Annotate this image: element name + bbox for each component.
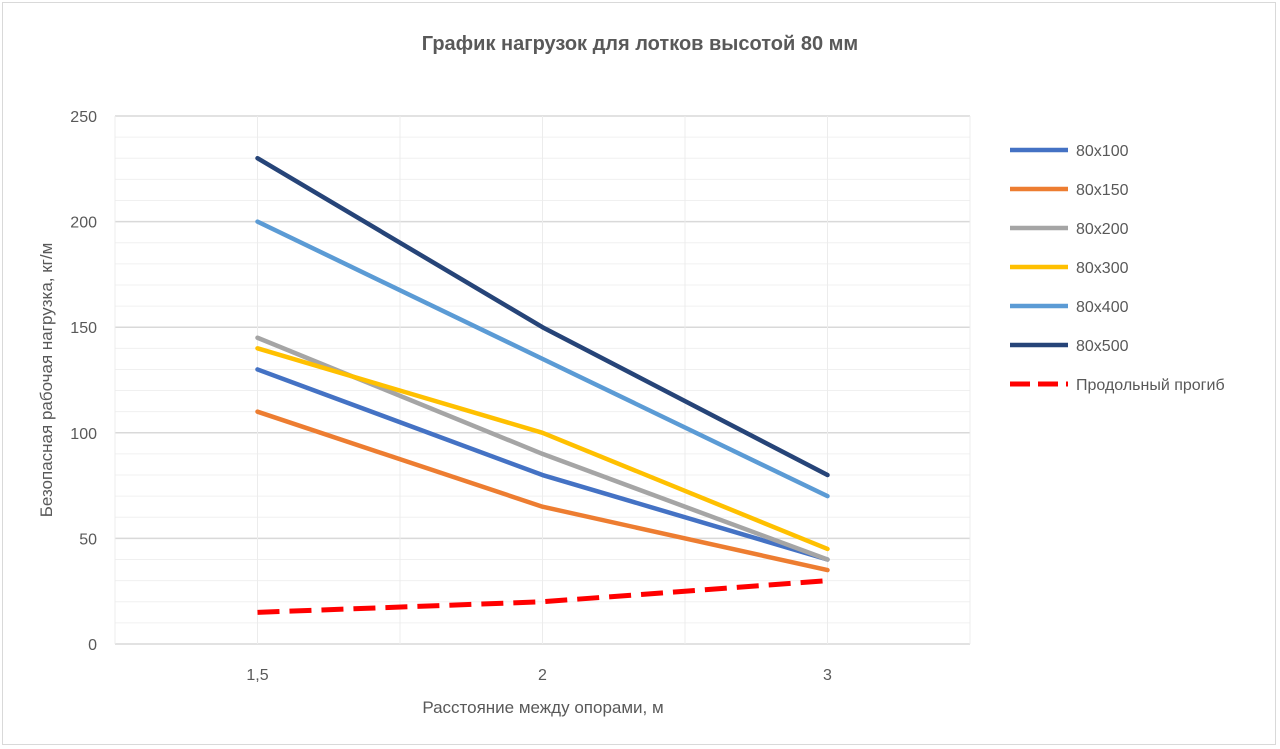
- series-line: [255, 219, 830, 499]
- x-tick-label: 3: [823, 667, 832, 684]
- y-tick-label: 0: [88, 637, 97, 654]
- x-tick-label: 2: [538, 667, 547, 684]
- y-tick-label: 100: [70, 426, 97, 443]
- legend-label: 80х100: [1076, 143, 1129, 160]
- legend-label: 80х150: [1076, 182, 1129, 199]
- y-tick-label: 150: [70, 320, 97, 337]
- series-line: [255, 409, 830, 573]
- series-line: [255, 367, 830, 562]
- x-axis-label: Расстояние между опорами, м: [422, 698, 663, 717]
- y-tick-label: 200: [70, 215, 97, 232]
- legend-label: 80х200: [1076, 221, 1129, 238]
- x-tick-label: 1,5: [246, 667, 268, 684]
- y-tick-label: 250: [70, 109, 97, 126]
- series-line: [255, 155, 830, 478]
- y-axis-ticks: 0 50 100 150 200 250: [70, 109, 97, 654]
- series-lines: [255, 155, 830, 615]
- legend-label: 80х400: [1076, 299, 1129, 316]
- x-axis-ticks: 1,5 2 3: [246, 667, 832, 684]
- series-line: [255, 346, 830, 552]
- y-axis-label: Безопасная рабочая нагрузка, кг/м: [37, 243, 56, 518]
- chart-title: График нагрузок для лотков высотой 80 мм: [422, 33, 858, 55]
- legend: 80х100 80х150 80х200 80х300 80х400 80х500 Прод…: [1010, 143, 1225, 394]
- legend-label: Продольный прогиб: [1076, 377, 1225, 394]
- gridlines: [114, 115, 971, 645]
- legend-label: 80х500: [1076, 338, 1129, 355]
- legend-label: 80х300: [1076, 260, 1129, 277]
- y-tick-label: 50: [79, 531, 97, 548]
